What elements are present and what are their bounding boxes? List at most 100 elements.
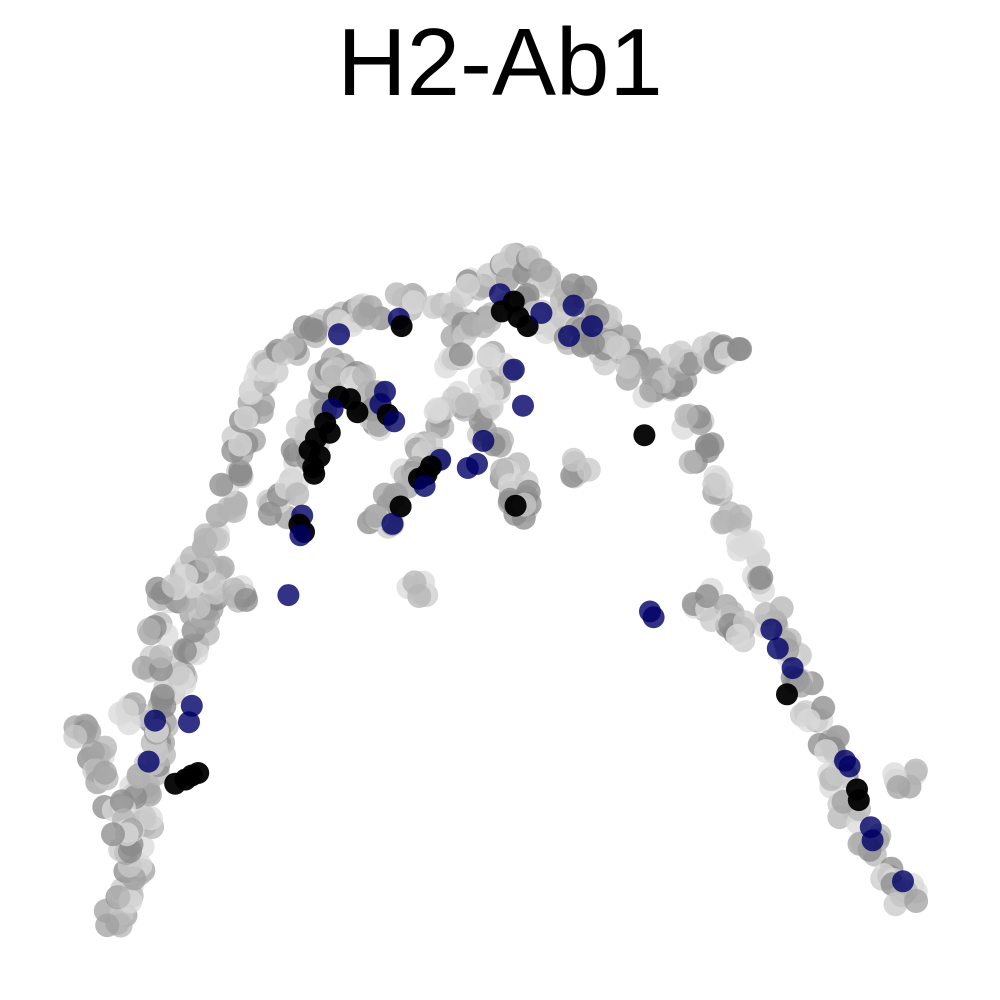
expressing-cells-layer: [137, 283, 914, 893]
expressing-cell-point: [861, 829, 884, 852]
background-cell-point: [256, 358, 281, 383]
background-cell-point: [363, 503, 388, 528]
expressing-cell-point: [383, 410, 406, 433]
background-cell-point: [372, 482, 397, 507]
expressing-cell-point: [164, 772, 187, 795]
background-cell-point: [402, 570, 427, 595]
background-cell-point: [678, 450, 703, 475]
background-cell-point: [598, 330, 623, 355]
expressing-cell-point: [381, 512, 404, 535]
expressing-cell-point: [389, 495, 412, 518]
expressing-cell-point: [847, 789, 870, 812]
background-cell-point: [694, 434, 719, 458]
background-cell-point: [193, 527, 218, 552]
background-cell-point: [425, 397, 450, 422]
background-cell-point: [80, 739, 105, 764]
expressing-cell-point: [512, 394, 534, 417]
background-cell-point: [814, 739, 839, 764]
expressing-cell-point: [504, 494, 527, 517]
background-cell-point: [561, 447, 586, 472]
background-cell-point: [233, 406, 258, 430]
background-cell-point: [561, 273, 586, 298]
expressing-cell-point: [502, 358, 525, 381]
background-cell-point: [161, 573, 186, 598]
background-cell-point: [109, 789, 134, 814]
expressing-cell-point: [633, 424, 656, 447]
background-cell-point: [172, 638, 197, 663]
expressing-cell-point: [490, 300, 513, 323]
background-cell-point: [695, 584, 719, 609]
expressing-cell-point: [558, 325, 580, 347]
background-cell-point: [533, 320, 558, 344]
background-cells-layer: [63, 242, 929, 938]
expressing-cell-point: [346, 401, 369, 424]
expressing-cell-point: [289, 524, 312, 547]
expressing-cell-point: [466, 452, 488, 475]
background-cell-point: [454, 392, 479, 417]
background-cell-point: [149, 644, 173, 669]
background-cell-point: [455, 273, 480, 298]
background-cell-point: [228, 432, 253, 457]
background-cell-point: [741, 529, 765, 554]
background-cell-point: [448, 342, 473, 367]
expressing-cell-point: [516, 315, 539, 338]
expressing-cell-point: [303, 462, 326, 485]
background-cell-point: [358, 295, 383, 320]
background-cell-point: [195, 549, 220, 574]
background-cell-point: [209, 472, 234, 497]
background-cell-point: [321, 364, 346, 389]
background-cell-point: [726, 337, 751, 361]
background-cell-point: [150, 683, 175, 708]
expressing-cell-point: [328, 323, 350, 346]
background-cell-point: [63, 724, 88, 749]
background-cell-point: [903, 758, 928, 783]
background-cell-point: [728, 504, 753, 529]
background-cell-point: [886, 775, 911, 800]
expressing-cell-point: [390, 315, 413, 338]
expressing-cell-point: [277, 584, 300, 607]
background-cell-point: [699, 608, 724, 632]
expressing-cell-point: [472, 429, 495, 452]
expressing-cell-point: [776, 683, 798, 706]
background-cell-point: [796, 708, 821, 733]
expressing-cell-point: [781, 657, 804, 680]
background-cell-point: [106, 885, 131, 909]
background-cell-point: [234, 588, 259, 612]
background-cell-point: [421, 295, 446, 319]
background-cell-point: [228, 459, 253, 484]
expressing-cell-point: [838, 755, 861, 778]
background-cell-point: [883, 892, 908, 917]
expressing-cell-point: [530, 302, 553, 324]
expressing-cell-point: [581, 315, 603, 338]
background-cell-point: [401, 290, 426, 315]
background-cell-point: [101, 822, 125, 847]
expressing-cell-point: [413, 475, 436, 497]
background-cell-point: [702, 472, 727, 497]
background-cell-point: [114, 698, 139, 723]
expressing-cell-point: [562, 294, 585, 317]
background-cell-point: [725, 623, 750, 648]
background-cell-point: [674, 403, 699, 428]
background-cell-point: [285, 482, 310, 507]
chart-title: H2-Ab1: [337, 9, 663, 116]
expressing-cell-point: [178, 711, 200, 734]
background-cell-point: [216, 496, 241, 521]
expressing-cell-point: [144, 709, 166, 732]
background-cell-point: [615, 354, 640, 379]
expressing-cell-point: [137, 750, 160, 773]
expressing-cell-point: [642, 606, 665, 629]
background-cell-point: [749, 565, 774, 590]
expressing-cell-point: [892, 870, 914, 893]
expressing-cell-point: [766, 637, 789, 660]
background-cell-point: [257, 501, 282, 526]
background-cell-point: [136, 617, 161, 642]
expressing-cell-point: [760, 618, 783, 641]
background-cell-point: [279, 333, 304, 358]
background-cell-point: [528, 258, 553, 283]
background-cell-point: [904, 889, 929, 913]
background-cell-point: [639, 378, 664, 403]
expressing-cell-point: [180, 694, 203, 717]
background-cell-point: [95, 913, 120, 938]
background-cell-point: [460, 313, 485, 338]
